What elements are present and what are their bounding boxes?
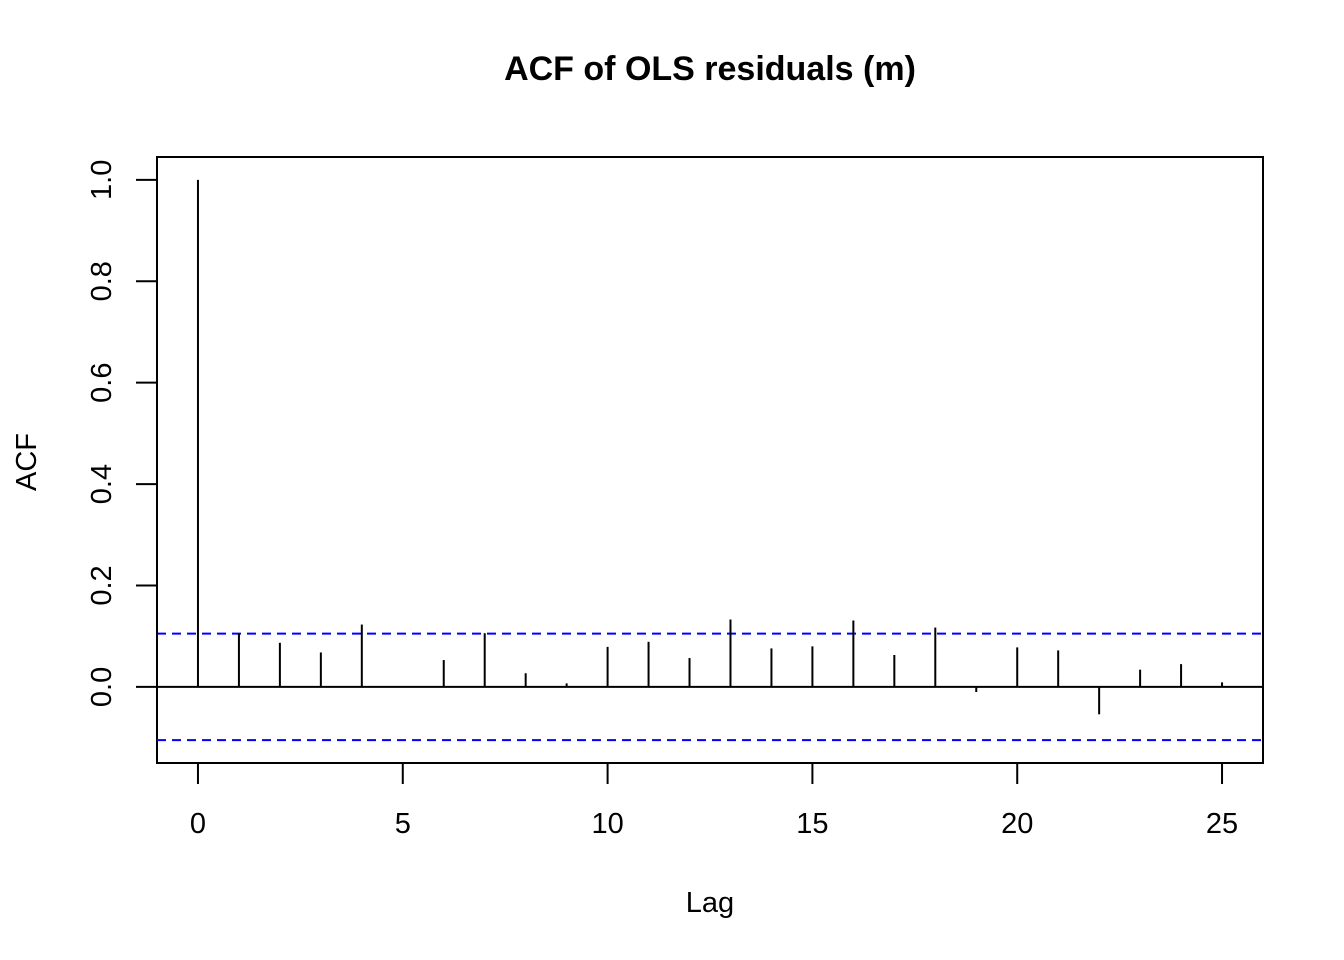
y-tick-label: 0.8 (86, 261, 118, 301)
x-tick-label: 10 (591, 808, 623, 840)
y-tick-label: 0.6 (86, 363, 118, 403)
y-tick-label: 0.0 (86, 667, 118, 707)
x-tick-label: 25 (1206, 808, 1238, 840)
y-axis-label: ACF (11, 433, 43, 491)
plot-frame (156, 156, 1264, 764)
chart-marks (157, 179, 1263, 742)
x-axis: 0 5 10 15 20 25 (190, 762, 1238, 840)
y-tick-label: 0.4 (86, 464, 118, 504)
y-tick-label: 0.2 (86, 565, 118, 605)
x-tick-label: 0 (190, 808, 206, 840)
x-tick-label: 15 (796, 808, 828, 840)
chart-title: ACF of OLS residuals (m) (504, 50, 916, 88)
x-tick-label: 20 (1001, 808, 1033, 840)
x-axis-label: Lag (686, 887, 734, 919)
y-tick-label: 1.0 (86, 160, 118, 200)
y-axis: 0.0 0.2 0.4 0.6 0.8 1.0 (86, 160, 158, 707)
x-tick-label: 5 (395, 808, 411, 840)
